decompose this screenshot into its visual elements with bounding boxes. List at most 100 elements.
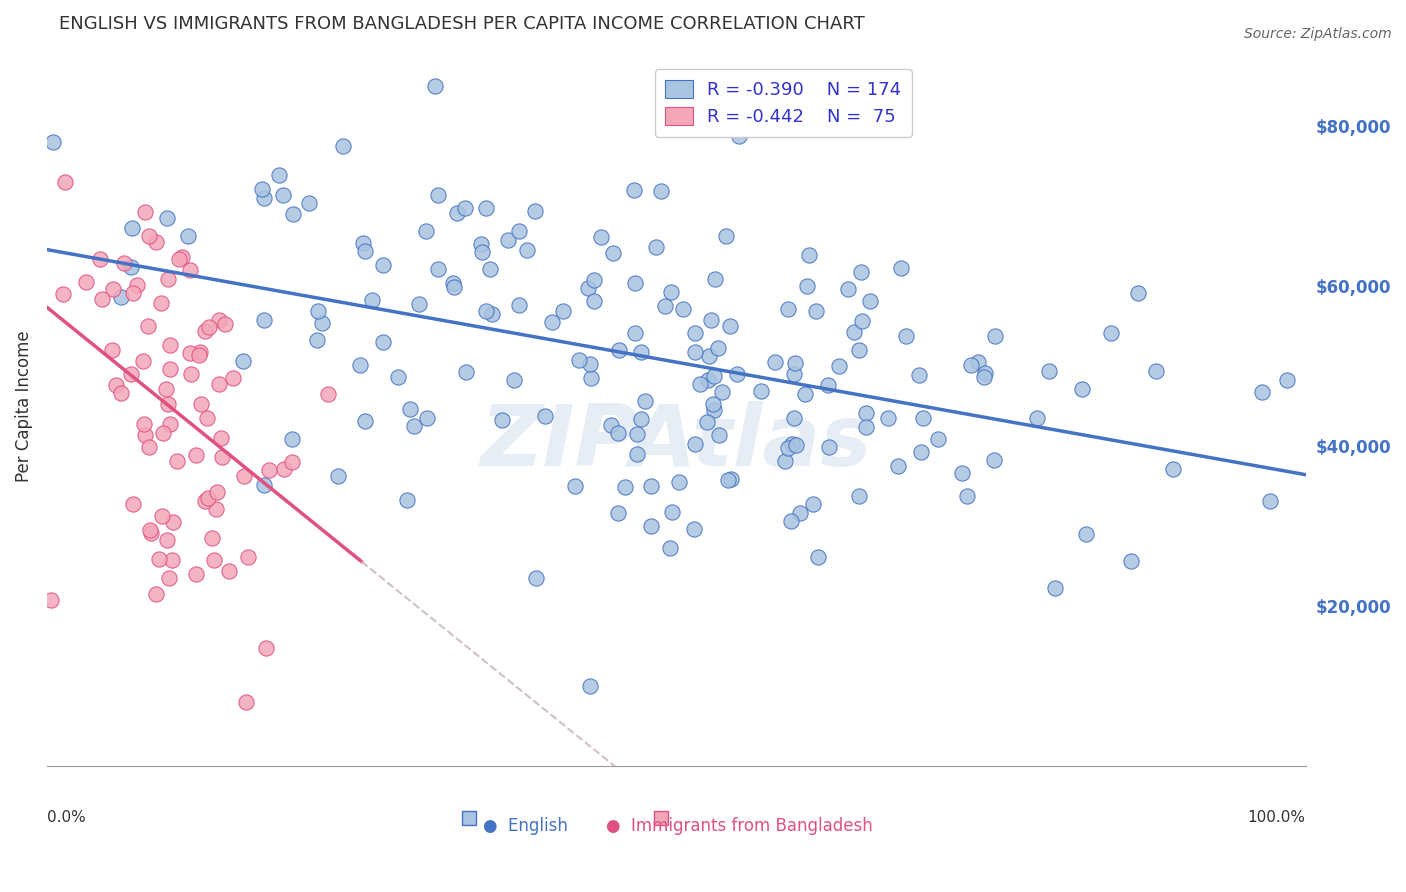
Point: [683, 326, 706, 340]
Point: [112, 256, 135, 270]
Point: [551, 303, 574, 318]
Point: [582, 294, 605, 309]
Point: [783, 411, 806, 425]
Point: [568, 353, 591, 368]
Point: [797, 248, 820, 262]
Point: [1076, 527, 1098, 541]
Point: [607, 343, 630, 357]
Point: [696, 415, 718, 429]
Point: [159, 338, 181, 352]
Point: [589, 230, 612, 244]
Point: [908, 368, 931, 382]
Point: [703, 368, 725, 383]
Point: [634, 393, 657, 408]
Point: [624, 326, 647, 340]
Point: [541, 315, 564, 329]
Point: [848, 343, 870, 357]
Point: [890, 261, 912, 276]
Point: [426, 261, 449, 276]
Point: [152, 426, 174, 441]
Point: [516, 243, 538, 257]
Point: [956, 489, 979, 503]
Point: [167, 252, 190, 267]
Point: [52, 287, 75, 301]
Point: [1121, 554, 1143, 568]
Point: [134, 205, 156, 219]
Point: [180, 368, 202, 382]
Point: [508, 225, 530, 239]
Point: [967, 355, 990, 369]
Point: [361, 293, 384, 308]
Point: [371, 258, 394, 272]
Point: [138, 440, 160, 454]
Point: [354, 414, 377, 428]
Point: [110, 386, 132, 401]
Point: [332, 139, 354, 153]
Point: [138, 229, 160, 244]
Point: [1043, 581, 1066, 595]
Point: [352, 236, 374, 251]
Point: [607, 426, 630, 441]
Point: [579, 679, 602, 693]
Point: [789, 507, 811, 521]
Point: [654, 300, 676, 314]
Text: ZIPAtlas: ZIPAtlas: [481, 401, 872, 483]
Point: [179, 263, 201, 277]
Point: [55, 175, 77, 189]
Point: [623, 182, 645, 196]
Point: [105, 378, 128, 392]
Point: [91, 292, 114, 306]
Point: [602, 246, 624, 260]
Point: [187, 348, 209, 362]
Point: [120, 368, 142, 382]
Point: [696, 373, 718, 387]
Point: [257, 463, 280, 477]
Point: [650, 184, 672, 198]
Point: [984, 329, 1007, 343]
Point: [1038, 364, 1060, 378]
Point: [524, 571, 547, 585]
Point: [155, 382, 177, 396]
Point: [910, 445, 932, 459]
Point: [253, 192, 276, 206]
Point: [785, 438, 807, 452]
Point: [478, 262, 501, 277]
Point: [416, 410, 439, 425]
Point: [254, 641, 277, 656]
Point: [156, 533, 179, 547]
Point: [683, 345, 706, 359]
Point: [950, 466, 973, 480]
Point: [661, 505, 683, 519]
Point: [157, 271, 180, 285]
Point: [453, 201, 475, 215]
Point: [202, 552, 225, 566]
Point: [387, 370, 409, 384]
Point: [683, 522, 706, 536]
Legend: R = -0.390    N = 174, R = -0.442    N =  75: R = -0.390 N = 174, R = -0.442 N = 75: [655, 69, 912, 136]
Point: [600, 418, 623, 433]
Point: [456, 365, 478, 379]
Point: [273, 462, 295, 476]
Point: [222, 371, 245, 385]
Point: [707, 341, 730, 355]
Point: [725, 368, 748, 382]
Point: [89, 252, 111, 266]
Point: [134, 427, 156, 442]
Point: [204, 501, 226, 516]
Point: [718, 319, 741, 334]
Point: [481, 307, 503, 321]
Point: [354, 244, 377, 259]
Point: [927, 432, 949, 446]
Point: [236, 550, 259, 565]
Point: [198, 319, 221, 334]
Point: [408, 297, 430, 311]
Point: [201, 531, 224, 545]
Point: [328, 468, 350, 483]
Point: [125, 277, 148, 292]
Point: [427, 188, 450, 202]
Point: [576, 281, 599, 295]
Point: [697, 349, 720, 363]
Point: [700, 312, 723, 326]
Point: [298, 195, 321, 210]
Point: [564, 479, 586, 493]
